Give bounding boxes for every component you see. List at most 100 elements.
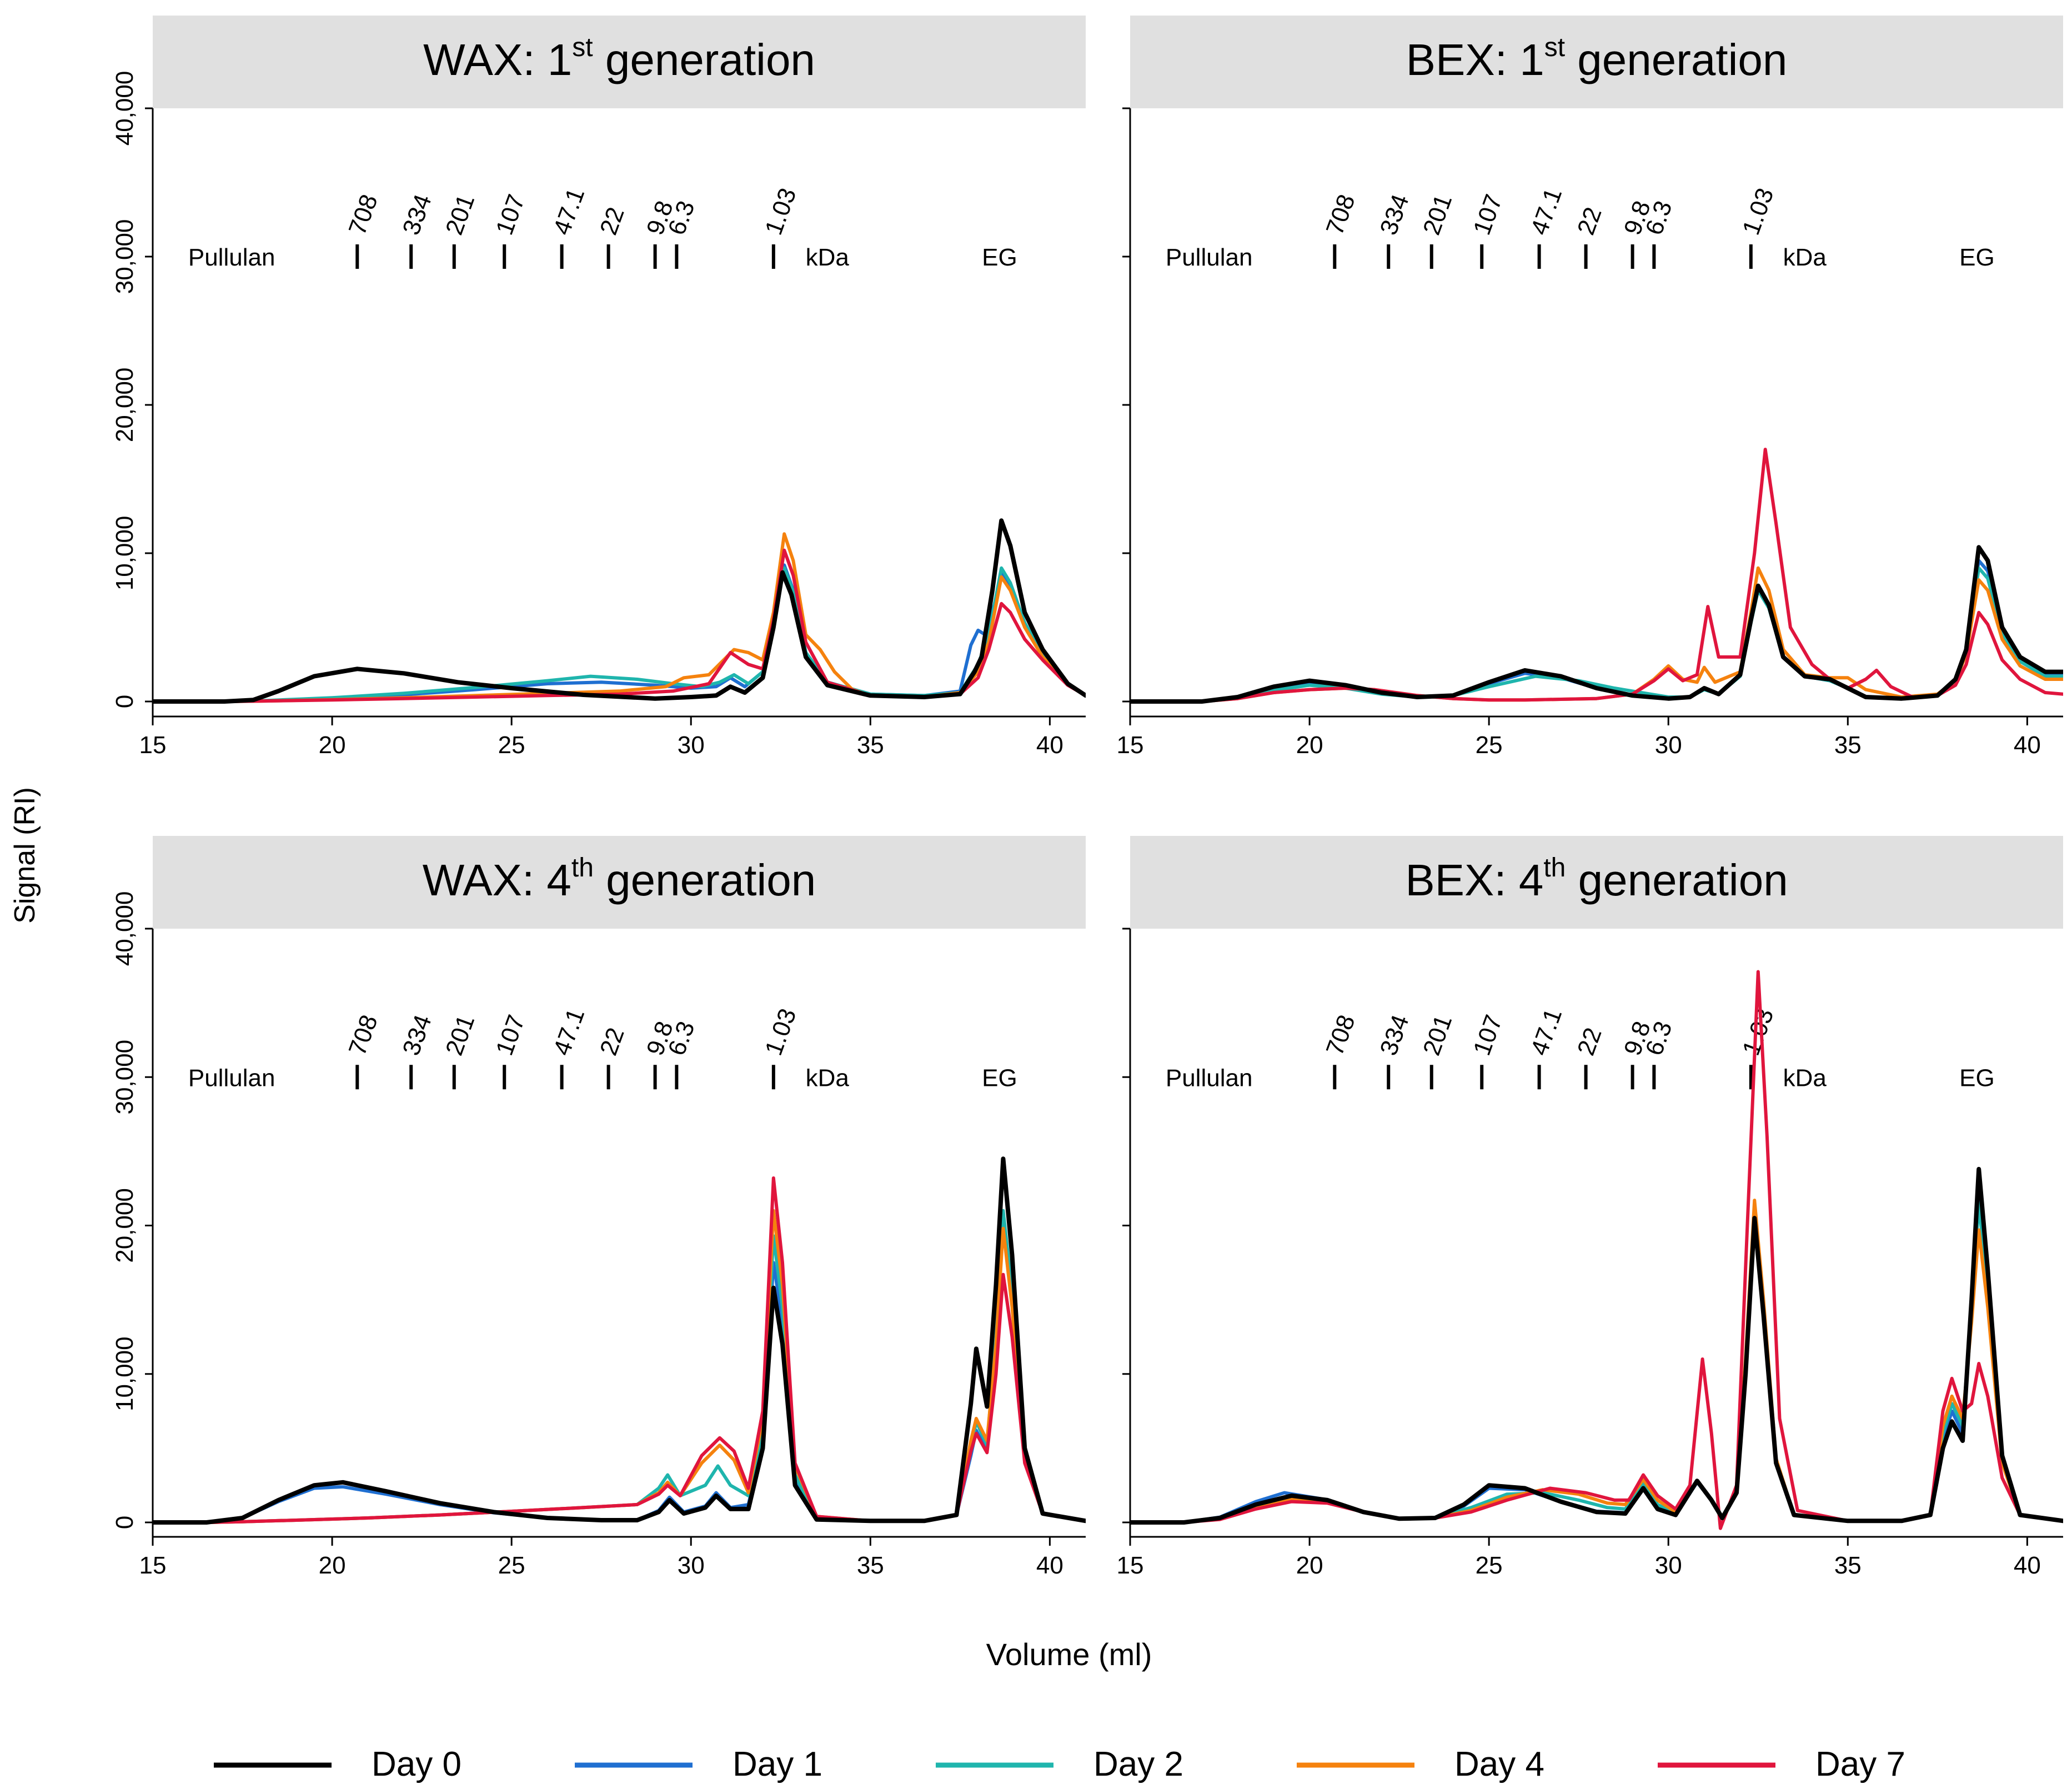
standard-label: 201 bbox=[440, 1011, 480, 1059]
x-tick-label: 25 bbox=[1476, 731, 1503, 759]
panel-title: BEX: 4th generation bbox=[1405, 853, 1788, 905]
standard-label: 22 bbox=[1572, 204, 1607, 239]
standard-label: 201 bbox=[440, 191, 480, 239]
standard-label: 107 bbox=[1468, 191, 1508, 239]
standard-label: 708 bbox=[1321, 1011, 1361, 1059]
y-tick-label: 30,000 bbox=[111, 1040, 138, 1115]
series-line-day-7 bbox=[153, 1176, 1086, 1524]
legend-label: Day 2 bbox=[1093, 1745, 1183, 1783]
y-axis-label: Signal (RI) bbox=[9, 787, 41, 924]
standard-label: 1.03 bbox=[760, 1005, 801, 1059]
standard-label: 201 bbox=[1418, 191, 1457, 239]
eg-label: EG bbox=[1959, 1064, 1995, 1091]
standard-label: 334 bbox=[1375, 1011, 1414, 1059]
panel-title-rest: generation bbox=[594, 855, 816, 905]
series-line-day-7 bbox=[1130, 448, 2063, 703]
series-line-day-4 bbox=[153, 1209, 1086, 1524]
standard-label: 334 bbox=[398, 1011, 437, 1059]
y-tick-label: 30,000 bbox=[111, 219, 138, 294]
eg-label: EG bbox=[982, 1064, 1017, 1091]
series-line-day-4 bbox=[1130, 566, 2063, 703]
standard-label: 107 bbox=[491, 191, 530, 239]
panel-title-sup: th bbox=[571, 853, 594, 883]
series-line-day-4 bbox=[1130, 1199, 2063, 1524]
series-line-day-7 bbox=[153, 548, 1086, 703]
panels: WAX: 1st generation010,00020,00030,00040… bbox=[111, 16, 2063, 1579]
x-tick-label: 35 bbox=[857, 1552, 884, 1579]
x-axis-label: Volume (ml) bbox=[986, 1637, 1152, 1672]
legend: Day 0 Day 1 Day 2 Day 4 Day 7 bbox=[214, 1745, 1905, 1783]
x-tick-label: 30 bbox=[678, 731, 705, 759]
y-tick-label: 20,000 bbox=[111, 1188, 138, 1263]
x-tick-label: 40 bbox=[2014, 731, 2041, 759]
standards-label: Pullulan bbox=[1166, 1064, 1253, 1091]
standard-label: 47.1 bbox=[1526, 1005, 1567, 1059]
panel-title-sup: th bbox=[1543, 853, 1566, 883]
panel-4: BEX: 4th generation 15 20 25 30 35 40 Pullulan 7… bbox=[1117, 836, 2063, 1579]
panel-title-text: WAX: 1 bbox=[423, 35, 572, 84]
eg-label: EG bbox=[982, 244, 1017, 271]
x-tick-label: 30 bbox=[1655, 1552, 1682, 1579]
panel-title-rest: generation bbox=[593, 35, 815, 84]
panel-title: BEX: 1st generation bbox=[1406, 33, 1788, 84]
x-tick-label: 15 bbox=[1117, 1552, 1144, 1579]
standard-label: 22 bbox=[1572, 1024, 1607, 1059]
x-tick-label: 15 bbox=[139, 731, 167, 759]
y-tick-label: 0 bbox=[111, 1516, 138, 1529]
x-tick-label: 30 bbox=[678, 1552, 705, 1579]
series-line-day-0 bbox=[153, 518, 1086, 704]
legend-label: Day 1 bbox=[733, 1745, 822, 1783]
series-line-day-0 bbox=[1130, 545, 2063, 704]
standard-label: 1.03 bbox=[760, 184, 801, 238]
standards-unit: kDa bbox=[1783, 1064, 1827, 1091]
panel-title: WAX: 1st generation bbox=[423, 33, 815, 84]
legend-label: Day 4 bbox=[1454, 1745, 1544, 1783]
series-line-day-2 bbox=[153, 566, 1086, 703]
series-line-day-1 bbox=[153, 1216, 1086, 1524]
panel-3: WAX: 4th generation 0 10,000 20,000 30,000 40… bbox=[111, 836, 1086, 1579]
x-tick-label: 35 bbox=[1834, 1552, 1862, 1579]
panel-title-rest: generation bbox=[1565, 35, 1787, 84]
standards-unit: kDa bbox=[806, 244, 850, 271]
x-tick-label: 40 bbox=[2014, 1552, 2041, 1579]
standards-label: Pullulan bbox=[188, 244, 275, 271]
x-tick-label: 15 bbox=[1117, 731, 1144, 759]
standard-label: 22 bbox=[595, 1024, 630, 1059]
standard-label: 107 bbox=[1468, 1011, 1508, 1059]
series-line-day-1 bbox=[1130, 559, 2063, 703]
x-tick-label: 20 bbox=[319, 731, 346, 759]
panel-title-rest: generation bbox=[1566, 855, 1788, 905]
y-tick-label: 20,000 bbox=[111, 368, 138, 443]
x-tick-label: 40 bbox=[1036, 1552, 1063, 1579]
standard-label: 47.1 bbox=[1526, 184, 1567, 238]
x-tick-label: 30 bbox=[1655, 731, 1682, 759]
legend-label: Day 7 bbox=[1815, 1745, 1905, 1783]
standard-label: 1.03 bbox=[1737, 1005, 1779, 1059]
panel-header bbox=[1130, 16, 2063, 108]
x-tick-label: 35 bbox=[1834, 731, 1862, 759]
panel-header bbox=[153, 16, 1086, 108]
series-line-day-2 bbox=[1130, 566, 2063, 703]
standard-label: 708 bbox=[344, 191, 383, 239]
series-line-day-2 bbox=[1130, 1201, 2063, 1524]
series-line-day-0 bbox=[1130, 1166, 2063, 1525]
panel-header bbox=[1130, 836, 2063, 929]
standard-label: 708 bbox=[1321, 191, 1361, 239]
series-group bbox=[153, 1156, 1086, 1525]
series-line-day-1 bbox=[153, 563, 1086, 703]
panel-title-text: BEX: 4 bbox=[1405, 855, 1543, 905]
x-tick-label: 40 bbox=[1036, 731, 1063, 759]
standard-label: 334 bbox=[398, 191, 437, 239]
y-tick-label: 40,000 bbox=[111, 71, 138, 146]
x-tick-label: 15 bbox=[139, 1552, 167, 1579]
y-tick-label: 40,000 bbox=[111, 891, 138, 966]
x-tick-label: 20 bbox=[1296, 1552, 1323, 1579]
panel-header bbox=[153, 836, 1086, 929]
panel-2: BEX: 1st generation 15 20 25 30 35 40 Pullulan 7… bbox=[1117, 16, 2063, 759]
panel-title-sup: st bbox=[1544, 33, 1565, 62]
standard-label: 201 bbox=[1418, 1011, 1457, 1059]
standards-label: Pullulan bbox=[1166, 244, 1253, 271]
series-line-day-4 bbox=[153, 532, 1086, 703]
x-tick-label: 35 bbox=[857, 731, 884, 759]
